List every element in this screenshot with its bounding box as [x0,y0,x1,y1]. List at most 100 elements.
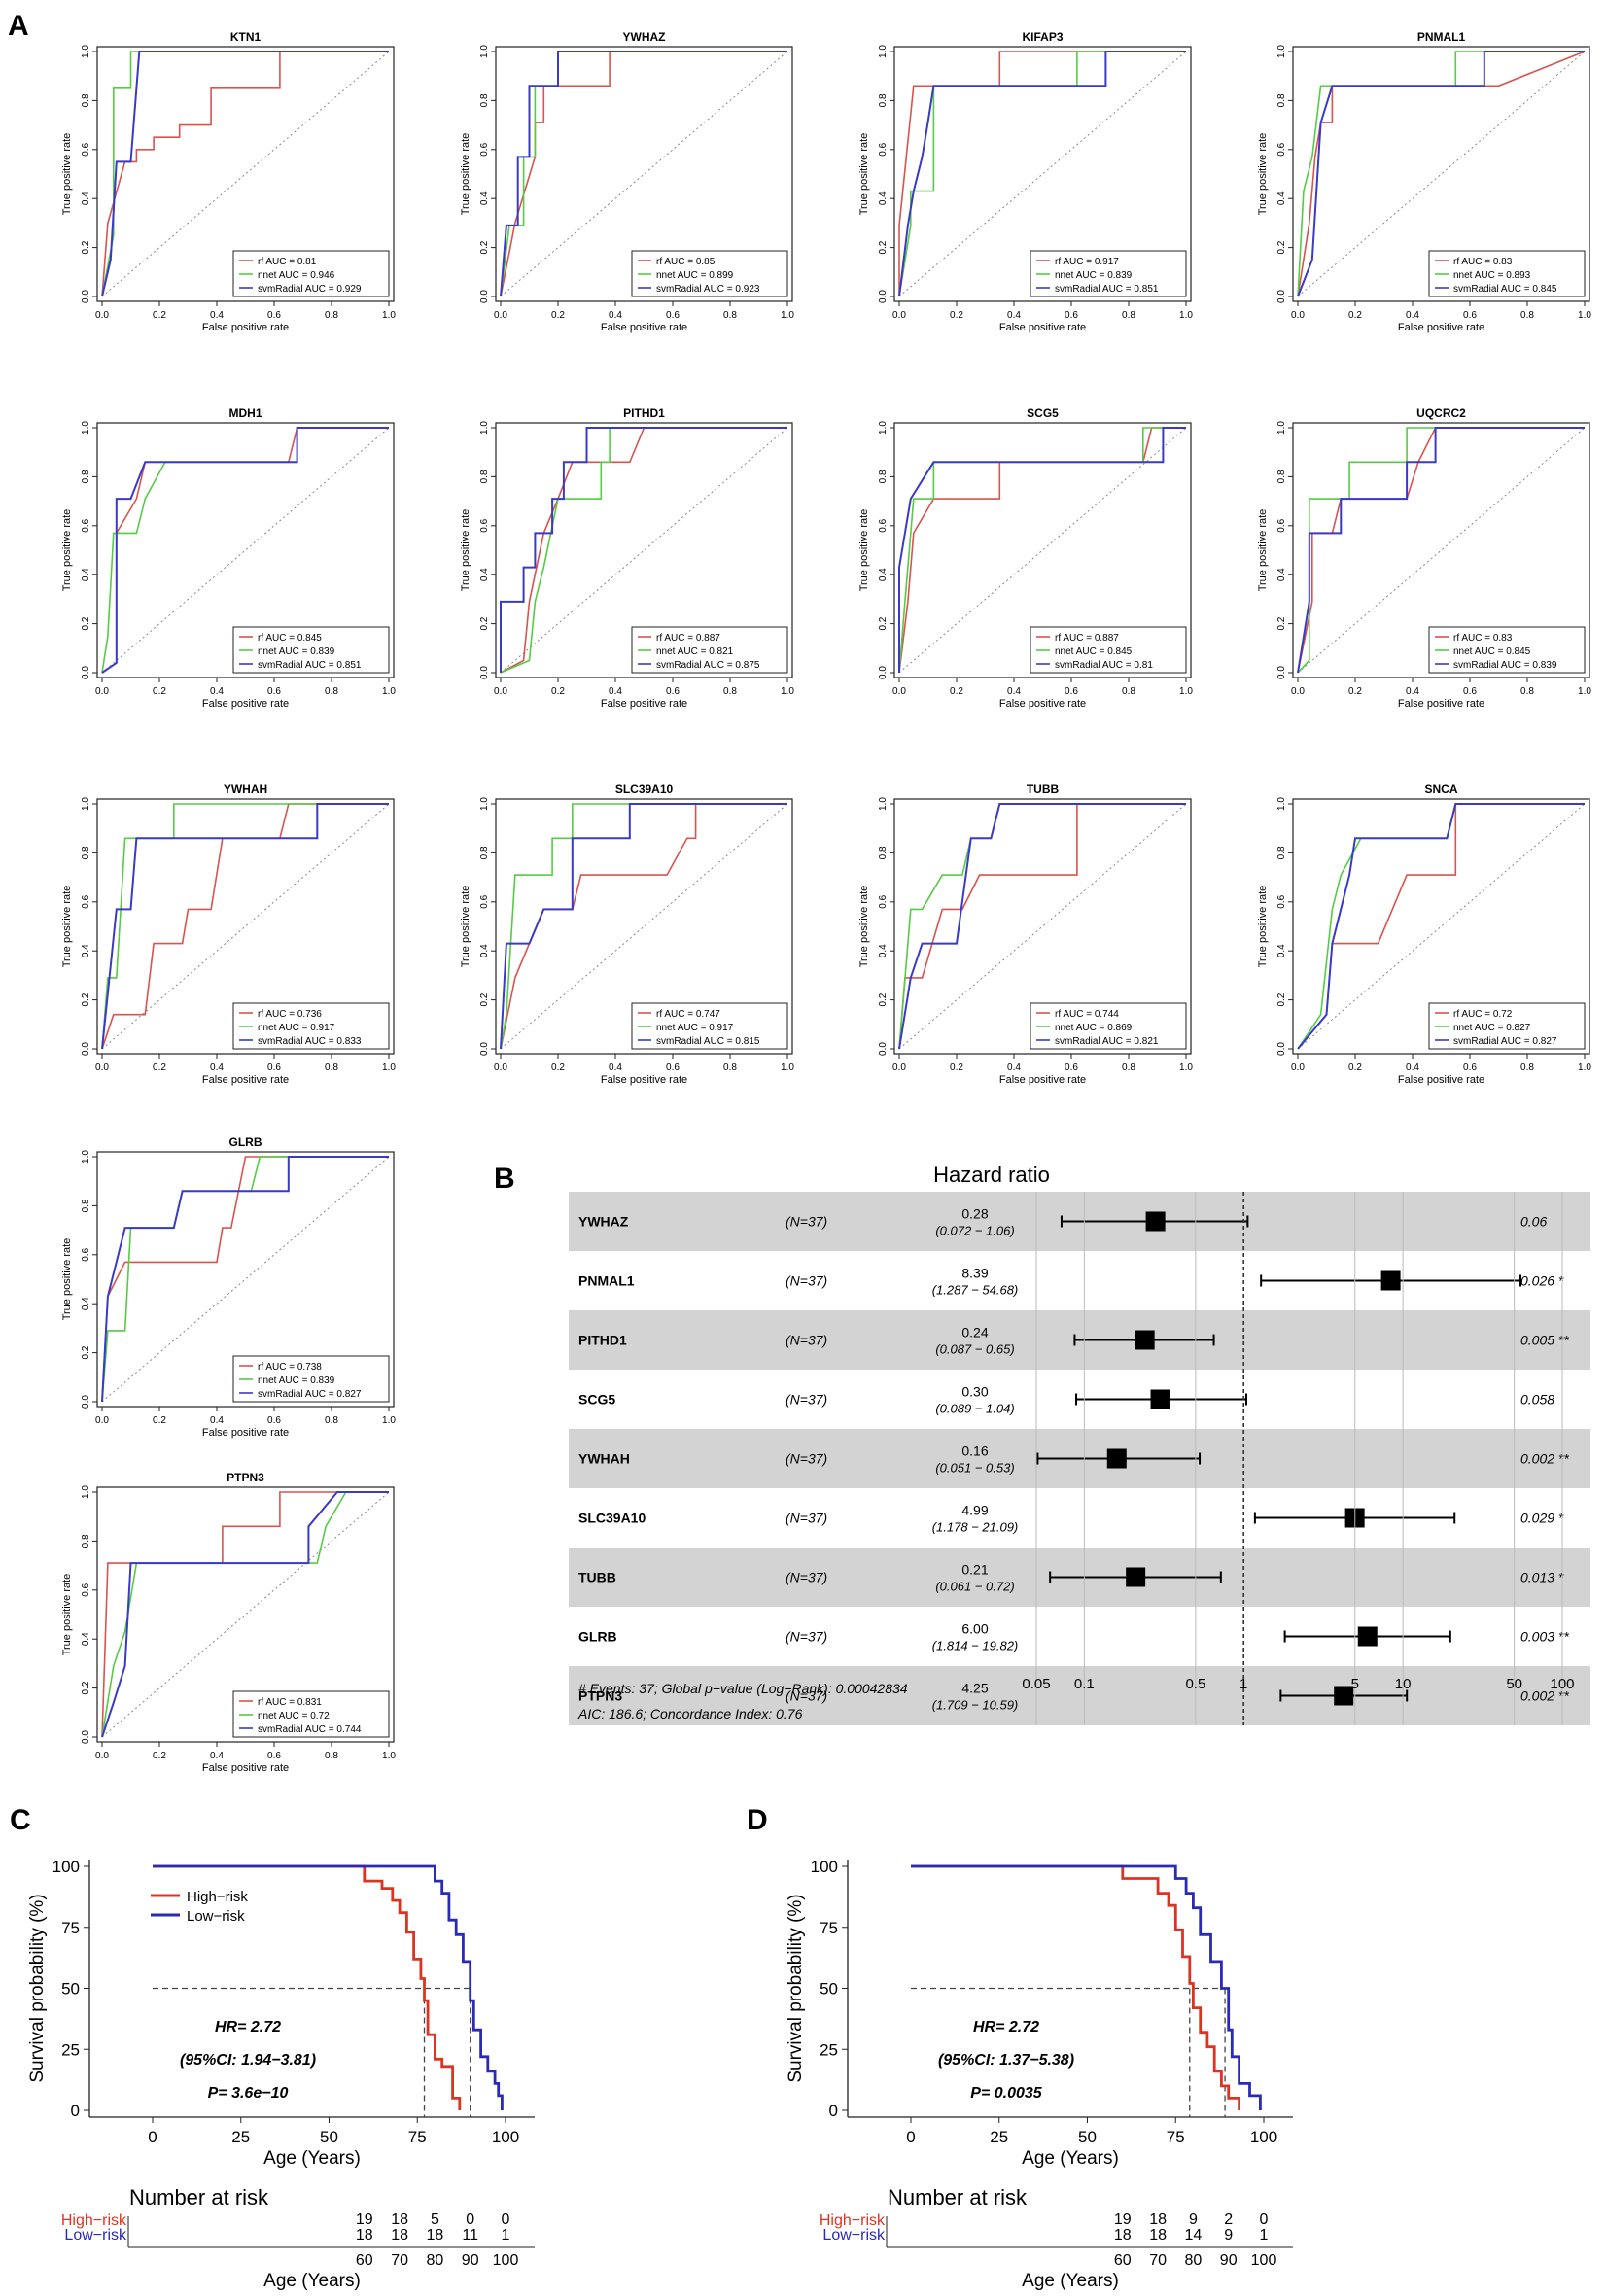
risk-x-tick-label: 90 [462,2252,479,2269]
roc-plot-frame [1292,798,1590,1055]
km-legend-entry: Low−risk [187,1908,245,1925]
roc-y-tick-label: 0.6 [1276,142,1287,156]
roc-y-tick-label: 1.0 [1276,421,1287,435]
roc-y-tick-label: 0.0 [878,290,889,303]
roc-legend-entry: svmRadial AUC = 0.839 [1453,660,1557,671]
roc-curve-svm [500,427,787,673]
roc-x-tick-label: 0.6 [1065,1062,1078,1073]
roc-legend-entry: rf AUC = 0.845 [258,633,322,644]
roc-x-axis-label: False positive rate [999,1074,1086,1086]
roc-panel: KTN1 0.0 0.0 0.2 0.2 0.4 0.4 0.6 0.6 0.8 0.8 1.0 1.0… [61,30,396,333]
roc-y-tick-label: 0.6 [479,518,490,532]
forest-hr-value: 0.30 [961,1384,988,1400]
forest-p-value: 0.003 ** [1520,1629,1569,1645]
forest-point-estimate [1126,1567,1146,1587]
roc-legend-entry: svmRadial AUC = 0.827 [1453,1036,1557,1047]
km-y-tick-label: 0 [829,2102,838,2120]
roc-legend-box [232,626,390,674]
roc-legend-entry: svmRadial AUC = 0.815 [656,1036,760,1047]
roc-y-tick-label: 1.0 [81,797,91,811]
risk-count-low: 18 [391,2227,408,2244]
km-annotation: (95%CI: 1.37−5.38) [938,2052,1074,2069]
roc-y-tick-label: 0.4 [479,568,490,581]
forest-gene-label: SLC39A10 [578,1511,646,1526]
roc-legend-entry: rf AUC = 0.738 [258,1362,322,1373]
forest-row-band [569,1666,1590,1725]
roc-y-tick-label: 0.2 [878,240,889,254]
km-annotation: P= 0.0035 [970,2085,1043,2102]
forest-point-estimate [1357,1626,1378,1647]
risk-count-low: 18 [1114,2227,1132,2244]
roc-legend-entry: rf AUC = 0.831 [258,1697,322,1708]
km-y-axis-label: Survival probability (%) [786,1894,806,2082]
roc-plot-frame [893,798,1192,1055]
roc-panel: SCG5 0.00.0 0.2 0.2 0.4 0.4 0.6 0.6 0.8 0.8 1.0 1.0… [858,406,1193,710]
roc-curve-rf [500,51,787,297]
roc-x-tick-label: 1.0 [382,1415,396,1426]
roc-legend-entry: nnet AUC = 0.946 [258,270,335,281]
roc-title: GLRB [229,1135,262,1149]
forest-hr-value: 4.99 [961,1503,988,1518]
risk-x-axis-label: Age (Years) [263,2271,361,2291]
roc-legend-entry: rf AUC = 0.83 [1453,633,1513,644]
forest-footnote: # Events: 37; Global p−value (Log−Rank):… [578,1681,908,1696]
roc-x-tick-label: 0.8 [1122,686,1135,697]
roc-x-tick-label: 0.8 [723,1062,737,1073]
roc-x-tick-label: 1.0 [781,686,794,697]
forest-hr-value: 0.21 [961,1562,988,1578]
roc-y-tick-label: 0.4 [1276,944,1287,957]
roc-y-tick-label: 0.0 [81,290,91,303]
roc-plot-frame [893,422,1192,678]
forest-hr-value: 0.16 [961,1444,988,1459]
roc-y-tick-label: 0.2 [81,992,91,1006]
km-annotation: HR= 2.72 [215,2019,281,2035]
roc-y-axis-label: True positive rate [1257,509,1269,592]
roc-y-tick-label: 0.8 [878,846,889,859]
km-annotation: (95%CI: 1.94−3.81) [180,2052,316,2069]
forest-gene-label: PITHD1 [578,1333,627,1348]
roc-x-tick-label: 0.4 [609,310,622,321]
roc-y-tick-label: 0.0 [1276,290,1287,303]
roc-y-tick-label: 1.0 [81,1150,91,1164]
roc-x-tick-label: 1.0 [1578,1062,1591,1073]
panel-letter-c: C [10,1804,31,1836]
roc-x-tick-label: 1.0 [1578,310,1591,321]
roc-x-tick-label: 0.8 [1122,1062,1135,1073]
roc-panel: KIFAP3 0.00.0 0.2 0.2 0.4 0.4 0.6 0.6 0.8 0.8 1.0 1… [858,30,1193,333]
roc-legend-entry: nnet AUC = 0.869 [1055,1023,1133,1033]
roc-y-tick-label: 0.4 [81,1297,91,1310]
forest-ci-value: (0.087 − 0.65) [935,1342,1014,1357]
roc-x-tick-label: 0.4 [1007,310,1021,321]
roc-y-tick-label: 0.2 [479,616,490,630]
roc-y-tick-label: 0.8 [81,93,91,107]
roc-legend-entry: nnet AUC = 0.917 [258,1023,335,1033]
roc-y-axis-label: True positive rate [61,1238,73,1321]
km-annotation: HR= 2.72 [973,2019,1039,2035]
roc-title: TUBB [1027,783,1060,796]
roc-y-tick-label: 0.8 [1276,846,1287,859]
roc-y-tick-label: 0.0 [81,1042,91,1056]
forest-ci-value: (1.814 − 19.82) [932,1639,1019,1653]
km-y-tick-label: 25 [61,2040,80,2059]
roc-x-tick-label: 0.8 [1520,310,1534,321]
roc-legend-box [1030,1002,1187,1050]
km-curve-low-risk [153,1864,504,2110]
roc-legend-box [1030,250,1187,297]
roc-curve-nnet [500,427,787,674]
km-x-axis-label: Age (Years) [1022,2148,1119,2169]
roc-x-tick-label: 0.4 [210,310,224,321]
forest-point-estimate [1150,1389,1170,1409]
roc-plot-frame [495,798,793,1055]
roc-x-tick-label: 0.6 [1463,1062,1477,1073]
roc-title: PITHD1 [623,406,665,420]
km-y-tick-label: 25 [820,2040,838,2059]
forest-axis-tick-label: 0.1 [1074,1676,1095,1692]
roc-legend-entry: rf AUC = 0.81 [258,257,317,267]
roc-y-tick-label: 0.0 [81,1730,91,1744]
roc-x-tick-label: 0.8 [1122,310,1135,321]
roc-x-tick-label: 0.4 [1406,1062,1419,1073]
roc-x-tick-label: 1.0 [382,310,396,321]
roc-legend-entry: svmRadial AUC = 0.833 [258,1036,362,1047]
roc-title: YWHAZ [623,30,666,44]
